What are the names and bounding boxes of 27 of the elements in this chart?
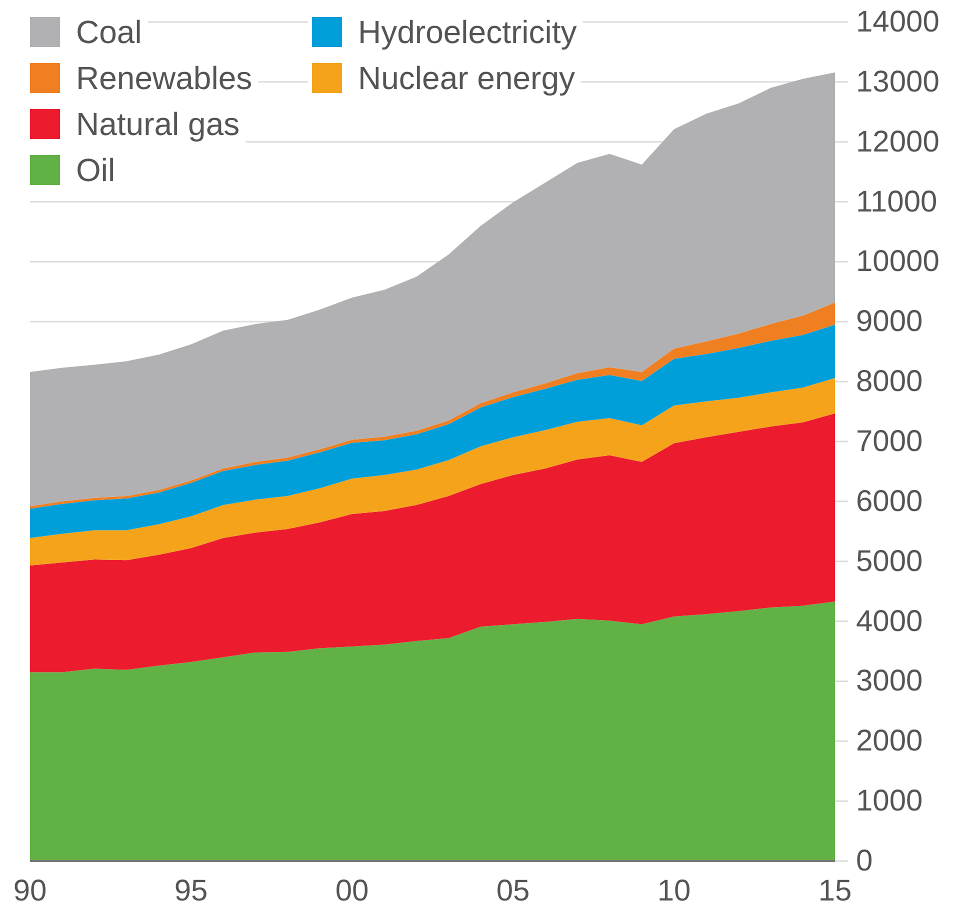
y-tick-label: 13000	[856, 65, 940, 98]
y-tick-label: 7000	[856, 425, 923, 458]
y-tick-label: 5000	[856, 544, 923, 578]
legend-label: Nuclear energy	[358, 60, 575, 96]
y-tick-label: 11000	[856, 185, 938, 218]
y-tick-label: 0	[856, 844, 873, 878]
y-tick-label: 14000	[856, 6, 940, 38]
x-tick-label: 90	[13, 874, 47, 908]
y-tick-label: 10000	[856, 245, 940, 278]
y-tick-label: 3000	[856, 664, 923, 698]
x-tick-label: 00	[335, 874, 369, 908]
y-tick-label: 12000	[856, 125, 940, 158]
legend-label: Oil	[76, 152, 116, 188]
y-tick-label: 6000	[856, 484, 923, 518]
y-tick-label: 4000	[856, 604, 923, 638]
y-tick-label: 9000	[856, 305, 923, 338]
x-tick-label: 05	[496, 874, 530, 908]
legend-label: Renewables	[76, 60, 252, 96]
y-tick-label: 2000	[856, 724, 923, 758]
y-tick-label: 1000	[856, 784, 923, 818]
legend-label: Natural gas	[76, 106, 240, 142]
legend-label: Coal	[76, 14, 142, 50]
legend-label: Hydroelectricity	[358, 14, 577, 50]
x-tick-label: 15	[818, 874, 852, 908]
x-tick-label: 95	[174, 874, 208, 908]
x-tick-label: 10	[657, 874, 691, 908]
y-tick-label: 8000	[856, 365, 923, 398]
